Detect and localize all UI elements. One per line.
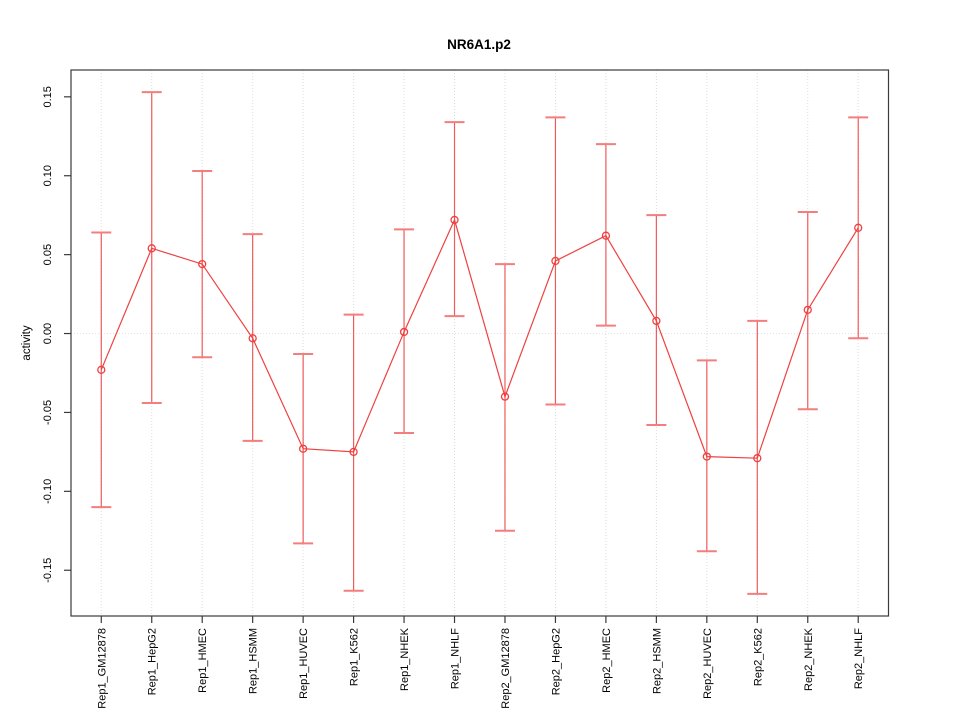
y-tick-label: 0.15 xyxy=(42,86,54,107)
data-point-marker xyxy=(298,444,308,453)
y-axis-label: activity xyxy=(21,325,33,360)
x-tick-label: Rep2_HUVEC xyxy=(702,628,714,699)
y-tick-label: 0.10 xyxy=(42,165,54,186)
x-tick-label: Rep2_HSMM xyxy=(651,628,663,694)
x-tick-label: Rep1_NHEK xyxy=(399,627,411,691)
plot-box xyxy=(70,69,890,617)
data-point-marker xyxy=(702,452,711,461)
data-point-marker xyxy=(147,244,156,253)
plot-area: -0.15 -0.10 -0.05 0.00 0.05 0.10 0.15 Rep1_GM12… xyxy=(42,69,890,709)
x-tick-label: Rep2_K562 xyxy=(752,628,764,686)
y-tick-label: -0.15 xyxy=(42,558,54,583)
x-tick-label: Rep1_K562 xyxy=(349,628,361,686)
y-tick-label: -0.10 xyxy=(42,479,54,504)
x-tick-label: Rep1_NHLF xyxy=(450,628,462,689)
x-tick-label: Rep1_HSMM xyxy=(248,628,260,694)
x-tick-label: Rep1_GM12878 xyxy=(96,628,108,709)
x-tick-label: Rep2_NHEK xyxy=(803,627,815,691)
data-point-marker xyxy=(450,215,459,225)
data-point-marker xyxy=(349,447,358,457)
x-tick-label: Rep1_HepG2 xyxy=(147,628,159,695)
data-point-marker xyxy=(399,327,409,337)
x-tick-label: Rep1_HMEC xyxy=(197,628,209,693)
data-point-marker xyxy=(500,392,510,401)
data-point-marker xyxy=(97,365,106,374)
x-tick-label: Rep1_HUVEC xyxy=(298,628,310,699)
data-point-marker xyxy=(652,316,661,326)
y-tick-label: 0.05 xyxy=(42,244,54,265)
x-tick-label: Rep2_NHLF xyxy=(853,628,865,689)
data-point-marker xyxy=(753,454,762,463)
x-tick-label: Rep2_HMEC xyxy=(601,628,613,693)
x-tick-label: Rep2_GM12878 xyxy=(500,628,512,709)
data-point-marker xyxy=(551,256,560,266)
y-tick-label: -0.05 xyxy=(42,400,54,425)
data-point-marker xyxy=(854,223,863,232)
data-point-marker xyxy=(248,334,257,343)
data-point-marker xyxy=(803,305,812,315)
y-tick-label: 0.00 xyxy=(42,323,54,344)
data-point-marker xyxy=(601,231,611,240)
series-line xyxy=(100,218,859,459)
x-tick-label: Rep2_HepG2 xyxy=(550,628,562,695)
chart-title: NR6A1.p2 xyxy=(447,37,511,52)
data-point-marker xyxy=(198,259,207,269)
